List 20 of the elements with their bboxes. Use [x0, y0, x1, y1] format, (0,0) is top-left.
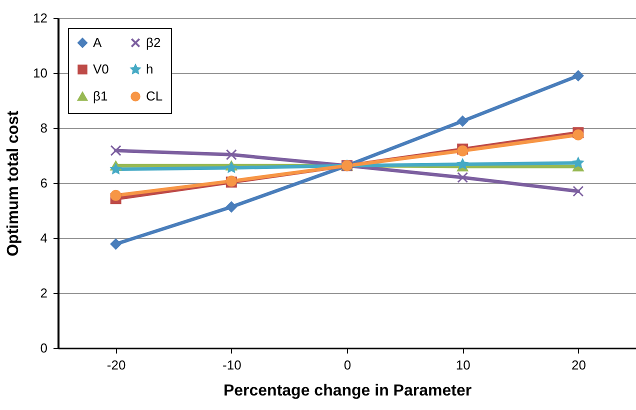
x-tick-label: -20: [106, 358, 126, 372]
legend-label: h: [146, 62, 154, 76]
x-tick-label: -10: [222, 358, 242, 372]
y-tick-label: 0: [40, 340, 48, 356]
y-tick-label: 12: [33, 10, 48, 26]
legend-label: V0: [93, 62, 109, 76]
y-tick-label: 2: [40, 286, 48, 300]
legend-label: β1: [93, 88, 108, 104]
legend-label: CL: [146, 88, 163, 104]
y-tick-label: 10: [33, 66, 48, 80]
legend-label: A: [93, 34, 102, 50]
y-tick-label: 8: [40, 120, 48, 136]
x-tick-label: 20: [571, 358, 586, 372]
legend-label: β2: [146, 34, 161, 50]
x-tick-label: 10: [456, 358, 470, 372]
y-axis-title: Optimum total cost: [5, 110, 22, 256]
x-axis-title: Percentage change in Parameter: [223, 382, 472, 400]
y-tick-label: 4: [40, 230, 48, 246]
x-tick-label: 0: [344, 358, 352, 372]
y-tick-label: 6: [40, 176, 48, 190]
